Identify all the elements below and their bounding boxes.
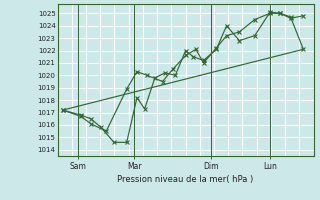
X-axis label: Pression niveau de la mer( hPa ): Pression niveau de la mer( hPa ) — [117, 175, 254, 184]
